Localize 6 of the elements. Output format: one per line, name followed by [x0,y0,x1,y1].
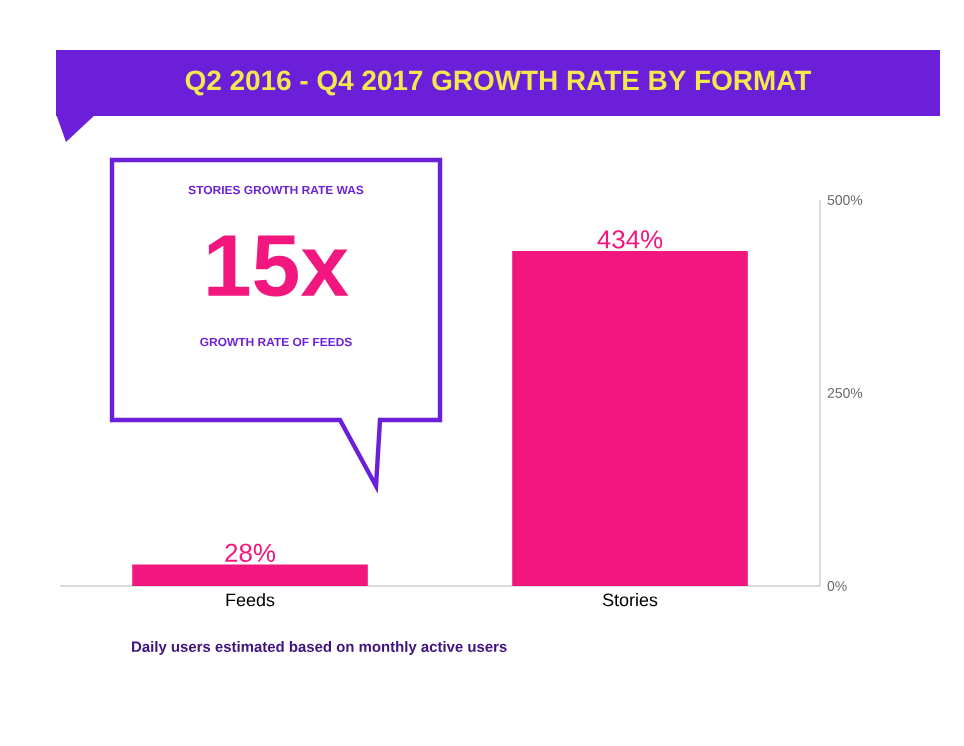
chart-title: Q2 2016 - Q4 2017 GROWTH RATE BY FORMAT [185,70,812,96]
x-tick-label: Feeds [226,593,275,607]
data-label: 28% [225,543,276,562]
annotation: 15x [208,235,349,297]
data-label: 434% [597,230,663,249]
x-tick-label: Stories [602,593,658,607]
